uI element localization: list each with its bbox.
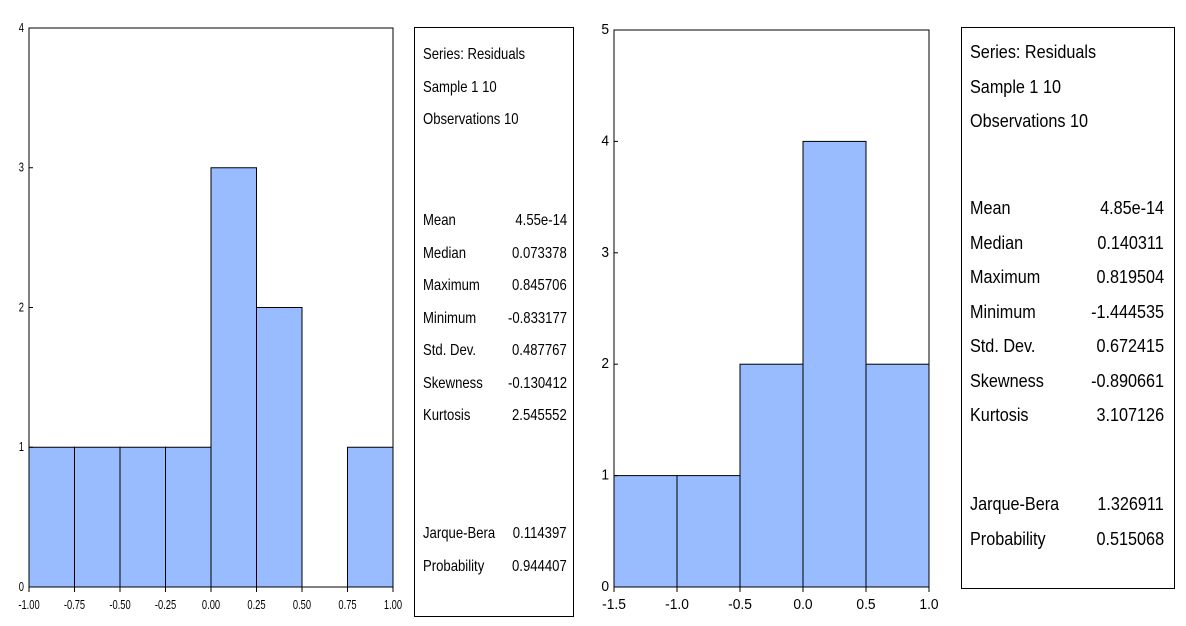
test-label: Probability	[970, 528, 1046, 549]
histogram-bar	[28, 446, 75, 588]
test-value: 0.944407	[512, 557, 567, 575]
stat-label: Maximum	[423, 277, 480, 294]
stat-label: Mean	[423, 212, 456, 229]
histogram-bar	[347, 446, 394, 588]
y-tick-label: 2	[601, 356, 609, 373]
y-tick-label: 1	[19, 441, 24, 455]
stat-value: 4.55e-14	[515, 212, 567, 229]
x-tick-label: 0.0	[793, 597, 812, 614]
stats-header-line: Series: Residuals	[423, 46, 526, 63]
stat-value: 3.107126	[1096, 405, 1164, 425]
stat-value: 2.545552	[512, 407, 567, 424]
test-label: Probability	[423, 557, 485, 575]
histogram-bar	[119, 446, 166, 588]
stat-label: Skewness	[970, 370, 1044, 391]
stat-label: Mean	[970, 198, 1011, 218]
test-value: 0.114397	[513, 525, 567, 542]
stat-value: 4.85e-14	[1100, 198, 1164, 218]
x-tick-label: -1.5	[602, 597, 626, 614]
x-tick-label: -1.0	[665, 597, 689, 614]
y-tick-label: 1	[601, 467, 609, 484]
stat-value: 0.819504	[1096, 267, 1164, 287]
test-value: 1.326911	[1097, 494, 1164, 514]
x-tick-label: 1.00	[384, 599, 402, 613]
stat-label: Skewness	[423, 374, 483, 392]
x-tick-label: 0.25	[247, 599, 265, 613]
stat-value: 0.487767	[512, 342, 567, 359]
stat-label: Std. Dev.	[970, 336, 1036, 356]
x-tick-label: 1.0	[919, 597, 938, 614]
stat-value: -1.444535	[1091, 301, 1164, 322]
histogram-bar	[210, 167, 257, 588]
y-tick-label: 5	[601, 22, 609, 39]
stats-header-line: Series: Residuals	[970, 42, 1097, 62]
stat-label: Kurtosis	[970, 405, 1029, 425]
x-tick-label: 0.75	[338, 599, 356, 613]
x-tick-label: -1.00	[18, 599, 39, 613]
stat-value: 0.073378	[512, 244, 567, 262]
stat-value: 0.672415	[1096, 336, 1164, 356]
stat-label: Std. Dev.	[423, 342, 476, 359]
histogram-bar	[74, 446, 121, 588]
stat-value: -0.833177	[507, 309, 567, 327]
y-tick-label: 0	[601, 579, 609, 596]
histogram-bar	[613, 475, 678, 588]
stat-label: Maximum	[970, 267, 1041, 287]
stats-box-left: Series: Residuals Sample 1 10 Observations…	[414, 27, 574, 617]
y-tick-label: 4	[601, 133, 609, 150]
y-tick-label: 3	[601, 244, 609, 261]
y-tick-label: 0	[19, 581, 24, 595]
stat-label: Kurtosis	[423, 407, 471, 424]
stat-label: Median	[423, 244, 467, 262]
histogram-bar	[802, 140, 867, 588]
stats-header-line: Observations 10	[970, 111, 1088, 131]
y-tick-label: 4	[19, 22, 24, 36]
stat-value: 0.845706	[512, 277, 567, 294]
test-label: Jarque-Bera	[423, 525, 496, 542]
x-tick-label: -0.5	[728, 597, 752, 614]
stats-header-line: Observations 10	[423, 111, 519, 128]
stat-label: Minimum	[423, 309, 477, 327]
stats-header-line: Sample 1 10	[970, 76, 1061, 97]
stats-header-line: Sample 1 10	[423, 78, 497, 96]
stat-value: -0.890661	[1091, 370, 1164, 391]
y-tick-label: 3	[19, 161, 24, 175]
histogram-bar	[676, 475, 741, 588]
x-tick-label: 0.5	[856, 597, 875, 614]
x-tick-label: 0.00	[202, 599, 220, 613]
histogram-bar	[739, 363, 804, 588]
histogram-bar	[865, 363, 930, 588]
stat-label: Median	[970, 232, 1024, 253]
stats-box-right: Series: Residuals Sample 1 10 Observations…	[961, 27, 1175, 589]
test-label: Jarque-Bera	[970, 494, 1060, 514]
x-tick-label: -0.25	[155, 599, 176, 613]
stat-value: 0.140311	[1097, 232, 1164, 253]
y-tick-label: 2	[19, 301, 24, 315]
test-value: 0.515068	[1096, 528, 1164, 549]
histogram-bar	[256, 307, 303, 588]
x-tick-label: -0.50	[109, 599, 130, 613]
x-tick-label: -0.75	[64, 599, 85, 613]
stat-value: -0.130412	[507, 374, 567, 392]
histogram-bar	[165, 446, 212, 588]
stat-label: Minimum	[970, 301, 1036, 322]
x-tick-label: 0.50	[293, 599, 311, 613]
